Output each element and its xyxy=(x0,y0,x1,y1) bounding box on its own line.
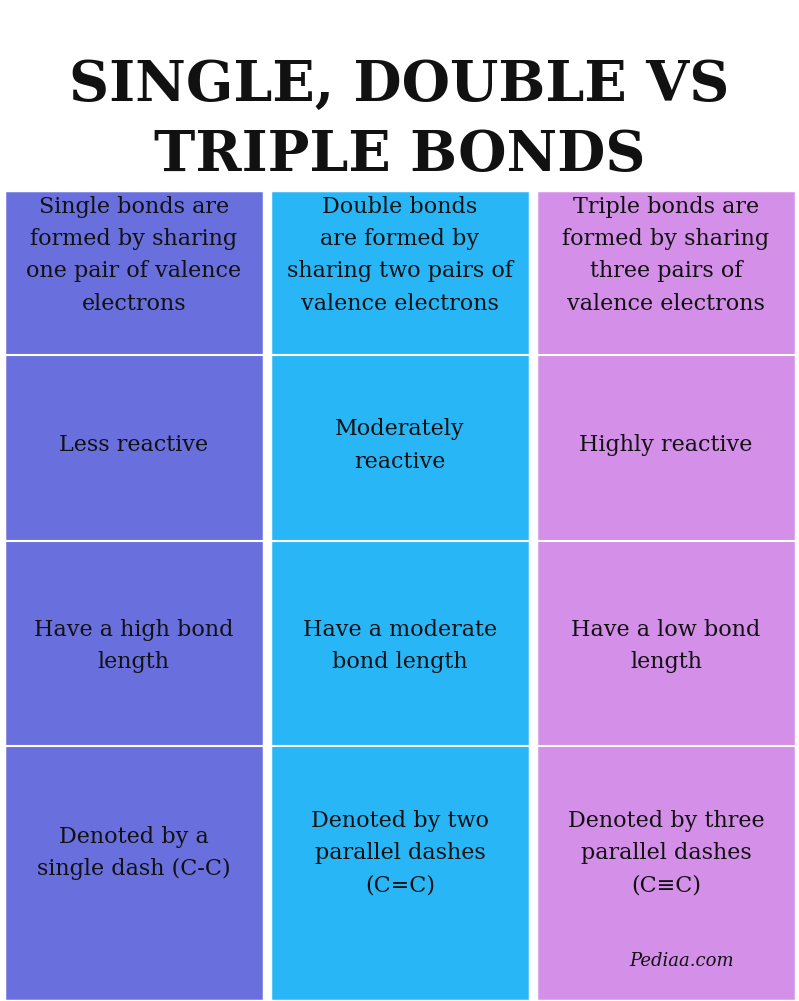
Text: TRIPLE BONDS: TRIPLE BONDS xyxy=(153,128,646,182)
Text: Double bonds
are formed by
sharing two pairs of
valence electrons: Double bonds are formed by sharing two p… xyxy=(287,196,513,314)
Text: Have a low bond
length: Have a low bond length xyxy=(571,619,761,673)
Text: Less reactive: Less reactive xyxy=(59,434,209,456)
Text: Have a high bond
length: Have a high bond length xyxy=(34,619,233,673)
Bar xyxy=(4,190,264,1001)
Text: Denoted by a
single dash (C-C): Denoted by a single dash (C-C) xyxy=(37,826,231,880)
Text: Have a moderate
bond length: Have a moderate bond length xyxy=(303,619,497,673)
Text: Denoted by three
parallel dashes
(C≡C): Denoted by three parallel dashes (C≡C) xyxy=(567,810,765,896)
Text: SINGLE, DOUBLE VS: SINGLE, DOUBLE VS xyxy=(70,58,729,112)
Bar xyxy=(270,190,530,1001)
Text: Single bonds are
formed by sharing
one pair of valence
electrons: Single bonds are formed by sharing one p… xyxy=(26,196,241,314)
Text: Pediaa.com: Pediaa.com xyxy=(630,952,734,970)
Bar xyxy=(536,190,796,1001)
Text: Triple bonds are
formed by sharing
three pairs of
valence electrons: Triple bonds are formed by sharing three… xyxy=(562,196,769,314)
Text: Moderately
reactive: Moderately reactive xyxy=(335,418,465,472)
Text: Denoted by two
parallel dashes
(C=C): Denoted by two parallel dashes (C=C) xyxy=(311,810,489,896)
Text: Highly reactive: Highly reactive xyxy=(579,434,753,456)
